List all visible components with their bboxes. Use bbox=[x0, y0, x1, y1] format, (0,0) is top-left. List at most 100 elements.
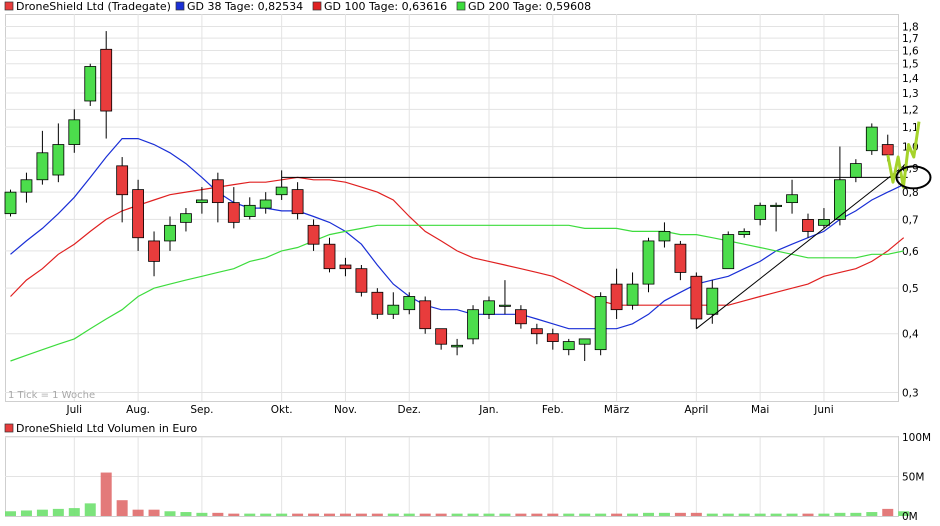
candle-up bbox=[594, 296, 607, 351]
volume-bar bbox=[36, 509, 48, 516]
candle-up bbox=[275, 186, 288, 196]
candle-up bbox=[834, 179, 846, 220]
candle-up bbox=[52, 144, 65, 176]
candle-up bbox=[499, 304, 511, 307]
volume-bar bbox=[371, 513, 383, 516]
price-tick-label: 1,3 bbox=[902, 88, 919, 100]
volume-bar bbox=[52, 508, 64, 516]
price-tick-label: 0,3 bbox=[902, 388, 919, 400]
candle-down bbox=[881, 144, 894, 156]
highlight-circle bbox=[895, 165, 932, 190]
volume-bar bbox=[898, 511, 910, 516]
legend-gd38-label: GD 38 Tage: 0,82534 bbox=[187, 0, 303, 13]
candle-up bbox=[467, 309, 479, 340]
volume-bar bbox=[579, 513, 591, 516]
candle-up bbox=[722, 234, 735, 270]
month-label: Jan. bbox=[478, 404, 499, 416]
month-label: April bbox=[684, 404, 708, 416]
volume-bar bbox=[786, 513, 798, 516]
candle-up bbox=[36, 152, 49, 181]
candle-up bbox=[180, 213, 192, 223]
price-tick-label: 1,2 bbox=[902, 104, 919, 116]
candle-up bbox=[243, 204, 256, 217]
price-tick-label: 1,5 bbox=[902, 59, 919, 71]
month-label: Nov. bbox=[334, 404, 357, 416]
candle-down bbox=[419, 300, 432, 330]
volume-bar bbox=[515, 513, 527, 516]
volume-bar bbox=[339, 513, 351, 516]
price-tick-label: 1,7 bbox=[902, 33, 919, 45]
candle-down bbox=[116, 165, 129, 196]
candle-down bbox=[227, 202, 240, 223]
candle-down bbox=[291, 189, 304, 215]
month-label: Okt. bbox=[271, 404, 293, 416]
volume-bar bbox=[882, 508, 894, 516]
candle-up bbox=[195, 199, 208, 204]
price-tick-label: 1,4 bbox=[902, 73, 919, 85]
volume-bar bbox=[674, 512, 686, 516]
candle-up bbox=[849, 163, 862, 178]
candle-up bbox=[626, 283, 639, 306]
volume-bar bbox=[228, 513, 240, 516]
candle-up bbox=[706, 287, 719, 315]
volume-tick-label: 100M bbox=[902, 432, 931, 444]
month-axis-labels: Juli Aug. Sep. Okt. Nov. Dez. Jan. Feb. März Apri… bbox=[66, 404, 834, 416]
price-tick-label: 0,6 bbox=[902, 246, 919, 258]
legend-swatch-gd200 bbox=[456, 1, 466, 11]
volume-bar bbox=[100, 472, 112, 516]
candle-down bbox=[610, 283, 623, 311]
volume-bar bbox=[20, 510, 32, 516]
candle-down bbox=[100, 48, 113, 112]
candle-up bbox=[20, 179, 33, 193]
price-axis-labels: 1,81,71,61,51,41,31,21,11,00,90,80,70,60… bbox=[902, 22, 919, 400]
volume-bar bbox=[180, 512, 192, 516]
volume-bar bbox=[260, 513, 272, 516]
candle-up bbox=[483, 300, 495, 315]
legend-swatch-main bbox=[4, 1, 14, 11]
candle-down bbox=[530, 328, 543, 335]
candle-down bbox=[323, 243, 336, 270]
volume-bar bbox=[643, 512, 654, 516]
month-label: Dez. bbox=[398, 404, 421, 416]
volume-bar bbox=[611, 513, 623, 516]
legend-gd100-label: GD 100 Tage: 0,63616 bbox=[324, 0, 447, 13]
volume-bar bbox=[435, 513, 447, 516]
price-panel-frame bbox=[5, 14, 899, 402]
volume-bar bbox=[148, 509, 160, 516]
volume-bar bbox=[834, 512, 846, 516]
candle-down bbox=[211, 179, 224, 204]
volume-bar bbox=[244, 513, 256, 516]
candle-down bbox=[339, 264, 352, 270]
month-label: Feb. bbox=[542, 404, 564, 416]
volume-bar bbox=[308, 513, 320, 516]
volume-bar bbox=[116, 500, 128, 516]
candle-up bbox=[68, 119, 81, 145]
volume-bar bbox=[483, 513, 495, 516]
candlesticks bbox=[4, 31, 894, 362]
candle-up bbox=[770, 204, 782, 207]
month-label: Aug. bbox=[126, 404, 150, 416]
candle-up bbox=[738, 231, 751, 235]
moving-average-line-gd38 bbox=[10, 138, 904, 330]
volume-bar bbox=[403, 513, 415, 516]
candle-down bbox=[690, 275, 703, 320]
candle-down bbox=[371, 291, 384, 315]
volume-axis-labels: 100M 50M 0M bbox=[902, 432, 931, 523]
month-label: Sep. bbox=[190, 404, 213, 416]
trend-line bbox=[696, 165, 905, 330]
price-tick-label: 0,8 bbox=[902, 187, 919, 199]
volume-bar bbox=[690, 512, 702, 516]
candle-up bbox=[562, 341, 575, 351]
candle-down bbox=[515, 309, 527, 325]
candle-down bbox=[355, 268, 368, 293]
volume-bar bbox=[547, 513, 559, 516]
candle-up bbox=[4, 191, 17, 215]
candle-up bbox=[642, 240, 655, 285]
candle-down bbox=[307, 224, 320, 245]
legend-gd200-label: GD 200 Tage: 0,59608 bbox=[468, 0, 591, 13]
volume-bar bbox=[387, 513, 399, 516]
volume-tick-label: 0M bbox=[902, 511, 918, 523]
candle-up bbox=[865, 126, 878, 152]
volume-bar bbox=[706, 513, 718, 516]
